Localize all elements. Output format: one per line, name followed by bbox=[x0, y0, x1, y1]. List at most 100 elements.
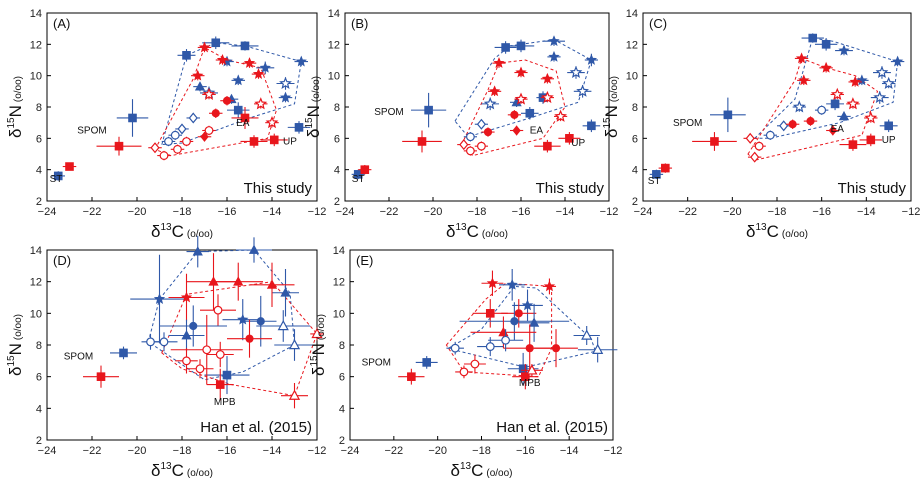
marker-star_open bbox=[830, 87, 844, 100]
data-point bbox=[521, 107, 539, 120]
annotation-ea: EA bbox=[236, 118, 250, 129]
data-point bbox=[514, 66, 528, 78]
data-point bbox=[890, 55, 905, 67]
data-point bbox=[62, 162, 77, 171]
y-axis-label: δ15N(o/oo) bbox=[6, 76, 25, 138]
data-point bbox=[582, 119, 601, 133]
data-point bbox=[507, 110, 521, 120]
marker-diamond bbox=[512, 125, 521, 136]
marker-star bbox=[243, 57, 256, 68]
marker-triangle bbox=[194, 81, 206, 91]
marker-triangle bbox=[498, 326, 509, 337]
marker-circle bbox=[256, 317, 265, 326]
marker-star bbox=[153, 293, 166, 304]
marker-circle_open bbox=[159, 151, 169, 160]
x-tick-label: −14 bbox=[556, 206, 575, 218]
marker-star bbox=[488, 85, 501, 97]
x-tick-label: −20 bbox=[128, 445, 147, 457]
data-point bbox=[141, 333, 160, 350]
marker-diamond_open bbox=[177, 123, 187, 135]
y-tick-label: 10 bbox=[328, 71, 340, 83]
marker-square bbox=[808, 33, 818, 43]
annotation-spom: SPOM bbox=[64, 351, 93, 362]
annotation-up: UP bbox=[882, 135, 896, 146]
marker-circle_open bbox=[466, 146, 475, 156]
y-tick-label: 2 bbox=[36, 196, 42, 208]
marker-square bbox=[422, 358, 432, 367]
data-point bbox=[446, 341, 464, 355]
data-point bbox=[859, 133, 882, 147]
x-tick-label: −16 bbox=[512, 206, 531, 218]
y-tick-label: 14 bbox=[333, 245, 345, 257]
marker-circle bbox=[788, 120, 797, 129]
annotation-up: UP bbox=[571, 138, 585, 149]
marker-diamond_open bbox=[476, 118, 486, 130]
marker-star bbox=[192, 69, 204, 81]
marker-triangle bbox=[528, 317, 540, 327]
data-point bbox=[777, 120, 791, 132]
marker-diamond_open bbox=[745, 132, 755, 144]
marker-triangle bbox=[181, 330, 192, 340]
data-point bbox=[227, 102, 250, 118]
data-point bbox=[534, 329, 578, 368]
marker-triangle_open bbox=[526, 364, 538, 375]
data-point bbox=[542, 278, 557, 295]
marker-triangle_open bbox=[277, 319, 289, 331]
annotation-ea: EA bbox=[831, 124, 845, 135]
marker-circle_open bbox=[466, 132, 475, 142]
data-point bbox=[573, 84, 592, 98]
data-point bbox=[747, 151, 762, 163]
data-point bbox=[236, 237, 272, 263]
hull-red bbox=[154, 46, 278, 157]
hull-blue bbox=[447, 285, 597, 368]
marker-circle_open bbox=[459, 367, 469, 377]
marker-star_open bbox=[541, 90, 554, 104]
y-tick-label: 8 bbox=[339, 340, 345, 352]
x-tick-label: −12 bbox=[308, 445, 327, 457]
data-point bbox=[518, 303, 550, 342]
marker-star bbox=[798, 74, 810, 86]
marker-circle bbox=[806, 116, 815, 126]
marker-star bbox=[548, 50, 560, 62]
marker-square bbox=[294, 123, 304, 132]
marker-square bbox=[652, 170, 661, 179]
marker-star bbox=[232, 74, 244, 86]
data-point bbox=[222, 299, 263, 341]
marker-circle bbox=[525, 344, 534, 353]
data-point bbox=[848, 75, 862, 87]
marker-circle_open bbox=[195, 364, 205, 374]
data-point bbox=[477, 337, 504, 357]
marker-circle_open bbox=[182, 356, 191, 366]
marker-circle bbox=[510, 110, 519, 119]
marker-square bbox=[240, 41, 250, 51]
data-point bbox=[488, 85, 502, 97]
x-axis-label: δ13C (o/oo) bbox=[746, 222, 808, 241]
y-tick-label: 6 bbox=[339, 372, 345, 384]
x-tick-label: −22 bbox=[83, 206, 102, 218]
data-point bbox=[459, 302, 570, 341]
data-point bbox=[231, 74, 245, 86]
marker-square bbox=[501, 43, 510, 52]
data-point bbox=[534, 139, 561, 153]
y-axis-label: δ15N(o/oo) bbox=[304, 76, 323, 138]
y-tick-label: 6 bbox=[632, 133, 638, 145]
x-tick-label: −24 bbox=[336, 206, 355, 218]
hull-red bbox=[161, 281, 318, 397]
hull-red bbox=[460, 59, 566, 157]
data-point bbox=[499, 269, 526, 301]
data-point bbox=[649, 169, 664, 180]
data-point bbox=[215, 54, 230, 65]
data-point bbox=[272, 269, 299, 317]
x-tick-label: −14 bbox=[857, 206, 876, 218]
marker-circle bbox=[189, 321, 198, 331]
marker-triangle bbox=[208, 276, 219, 286]
data-point bbox=[463, 146, 477, 156]
data-point bbox=[202, 36, 230, 50]
x-tick-label: −12 bbox=[600, 206, 619, 218]
data-point bbox=[494, 41, 517, 54]
data-point bbox=[202, 125, 216, 136]
marker-star bbox=[541, 72, 554, 84]
marker-star_open bbox=[846, 97, 860, 110]
annotation-st: ST bbox=[352, 174, 365, 185]
y-tick-label: 8 bbox=[36, 102, 42, 114]
